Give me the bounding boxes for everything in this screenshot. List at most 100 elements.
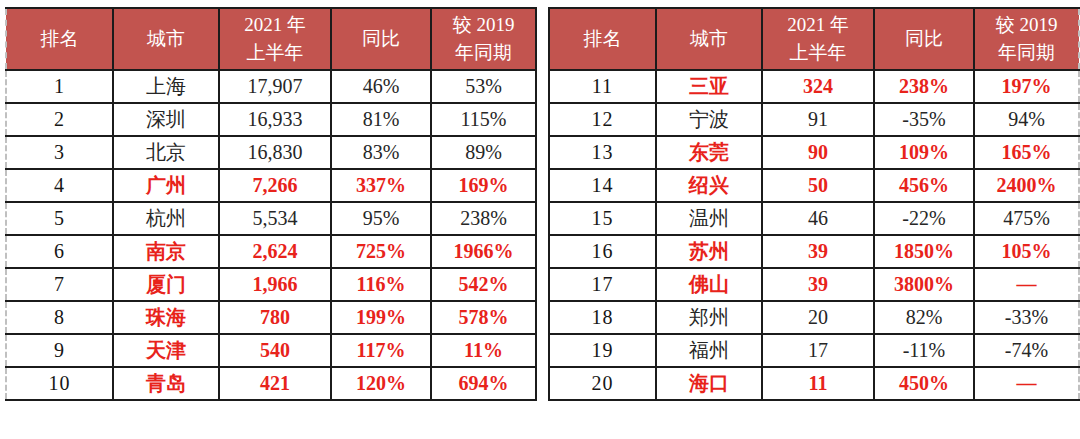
- h1-2021-cell: 39: [762, 235, 874, 268]
- table-body-right: 11三亚324238%197%12宁波91-35%94%13东莞90109%16…: [549, 70, 1079, 400]
- city-cell: 东莞: [656, 136, 762, 169]
- city-cell: 温州: [656, 202, 762, 235]
- h1-2021-cell: 17,907: [219, 70, 331, 103]
- vs-2019-cell: 53%: [431, 70, 536, 103]
- vs-2019-cell: —: [974, 268, 1079, 301]
- rank-cell: 9: [6, 334, 113, 367]
- table-row: 6南京2,624725%1966%: [6, 235, 536, 268]
- rank-cell: 3: [6, 136, 113, 169]
- rank-cell: 19: [549, 334, 656, 367]
- vs-2019-cell: 578%: [431, 301, 536, 334]
- table-row: 1上海17,90746%53%: [6, 70, 536, 103]
- h1-2021-cell: 39: [762, 268, 874, 301]
- rank-cell: 14: [549, 169, 656, 202]
- table-row: 3北京16,83083%89%: [6, 136, 536, 169]
- column-header-vs-2019: 较 2019 年同期: [431, 8, 536, 70]
- h1-2021-cell: 91: [762, 103, 874, 136]
- table-row: 5杭州5,53495%238%: [6, 202, 536, 235]
- vs-2019-cell: 115%: [431, 103, 536, 136]
- h1-2021-cell: 16,933: [219, 103, 331, 136]
- yoy-cell: 450%: [874, 367, 974, 400]
- header-row: 排名 城市 2021 年 上半年 同比 较 2019 年同期: [6, 8, 536, 70]
- yoy-cell: 46%: [331, 70, 431, 103]
- column-header-vs-2019: 较 2019 年同期: [974, 8, 1079, 70]
- vs-2019-cell: 94%: [974, 103, 1079, 136]
- vs-2019-cell: 169%: [431, 169, 536, 202]
- yoy-cell: 83%: [331, 136, 431, 169]
- table-row: 17佛山393800%—: [549, 268, 1079, 301]
- header-row: 排名 城市 2021 年 上半年 同比 较 2019 年同期: [549, 8, 1079, 70]
- vs-2019-cell: 475%: [974, 202, 1079, 235]
- rank-cell: 5: [6, 202, 113, 235]
- column-header-h1-2021: 2021 年 上半年: [219, 8, 331, 70]
- yoy-cell: 120%: [331, 367, 431, 400]
- column-header-rank: 排名: [549, 8, 656, 70]
- rank-cell: 12: [549, 103, 656, 136]
- table-row: 15温州46-22%475%: [549, 202, 1079, 235]
- vs-2019-cell: -74%: [974, 334, 1079, 367]
- rank-cell: 7: [6, 268, 113, 301]
- yoy-cell: 117%: [331, 334, 431, 367]
- yoy-cell: 3800%: [874, 268, 974, 301]
- table-row: 10青岛421120%694%: [6, 367, 536, 400]
- table-row: 9天津540117%11%: [6, 334, 536, 367]
- yoy-cell: -35%: [874, 103, 974, 136]
- yoy-cell: 199%: [331, 301, 431, 334]
- city-cell: 深圳: [113, 103, 219, 136]
- column-header-rank: 排名: [6, 8, 113, 70]
- h1-2021-cell: 421: [219, 367, 331, 400]
- vs-2019-cell: -33%: [974, 301, 1079, 334]
- rank-cell: 4: [6, 169, 113, 202]
- table-row: 11三亚324238%197%: [549, 70, 1079, 103]
- h1-2021-cell: 46: [762, 202, 874, 235]
- rank-cell: 1: [6, 70, 113, 103]
- rank-cell: 15: [549, 202, 656, 235]
- rank-cell: 13: [549, 136, 656, 169]
- vs-2019-cell: 89%: [431, 136, 536, 169]
- city-cell: 杭州: [113, 202, 219, 235]
- yoy-cell: 95%: [331, 202, 431, 235]
- h1-2021-cell: 780: [219, 301, 331, 334]
- vs-2019-cell: 165%: [974, 136, 1079, 169]
- city-cell: 郑州: [656, 301, 762, 334]
- rank-cell: 2: [6, 103, 113, 136]
- city-cell: 青岛: [113, 367, 219, 400]
- table-row: 13东莞90109%165%: [549, 136, 1079, 169]
- table-row: 19福州17-11%-74%: [549, 334, 1079, 367]
- city-cell: 上海: [113, 70, 219, 103]
- table-row: 7厦门1,966116%542%: [6, 268, 536, 301]
- vs-2019-cell: 542%: [431, 268, 536, 301]
- city-cell: 南京: [113, 235, 219, 268]
- city-ranking-screenshot: 排名 城市 2021 年 上半年 同比 较 2019 年同期 1上海17,907…: [0, 0, 1080, 439]
- city-cell: 绍兴: [656, 169, 762, 202]
- h1-2021-cell: 17: [762, 334, 874, 367]
- table-row: 4广州7,266337%169%: [6, 169, 536, 202]
- yoy-cell: 109%: [874, 136, 974, 169]
- city-cell: 海口: [656, 367, 762, 400]
- yoy-cell: 81%: [331, 103, 431, 136]
- h1-2021-cell: 90: [762, 136, 874, 169]
- rank-cell: 6: [6, 235, 113, 268]
- ranking-table-right: 排名 城市 2021 年 上半年 同比 较 2019 年同期 11三亚32423…: [548, 7, 1080, 401]
- vs-2019-cell: 1966%: [431, 235, 536, 268]
- column-header-yoy: 同比: [874, 8, 974, 70]
- h1-2021-cell: 20: [762, 301, 874, 334]
- table-row: 16苏州391850%105%: [549, 235, 1079, 268]
- yoy-cell: -22%: [874, 202, 974, 235]
- vs-2019-cell: 2400%: [974, 169, 1079, 202]
- table-header: 排名 城市 2021 年 上半年 同比 较 2019 年同期: [549, 8, 1079, 70]
- rank-cell: 8: [6, 301, 113, 334]
- vs-2019-cell: 197%: [974, 70, 1079, 103]
- rank-cell: 18: [549, 301, 656, 334]
- vs-2019-cell: 11%: [431, 334, 536, 367]
- rank-cell: 20: [549, 367, 656, 400]
- table-row: 20海口11450%—: [549, 367, 1079, 400]
- h1-2021-cell: 11: [762, 367, 874, 400]
- yoy-cell: 238%: [874, 70, 974, 103]
- h1-2021-cell: 7,266: [219, 169, 331, 202]
- h1-2021-cell: 2,624: [219, 235, 331, 268]
- city-cell: 天津: [113, 334, 219, 367]
- vs-2019-cell: 105%: [974, 235, 1079, 268]
- yoy-cell: 337%: [331, 169, 431, 202]
- table-header: 排名 城市 2021 年 上半年 同比 较 2019 年同期: [6, 8, 536, 70]
